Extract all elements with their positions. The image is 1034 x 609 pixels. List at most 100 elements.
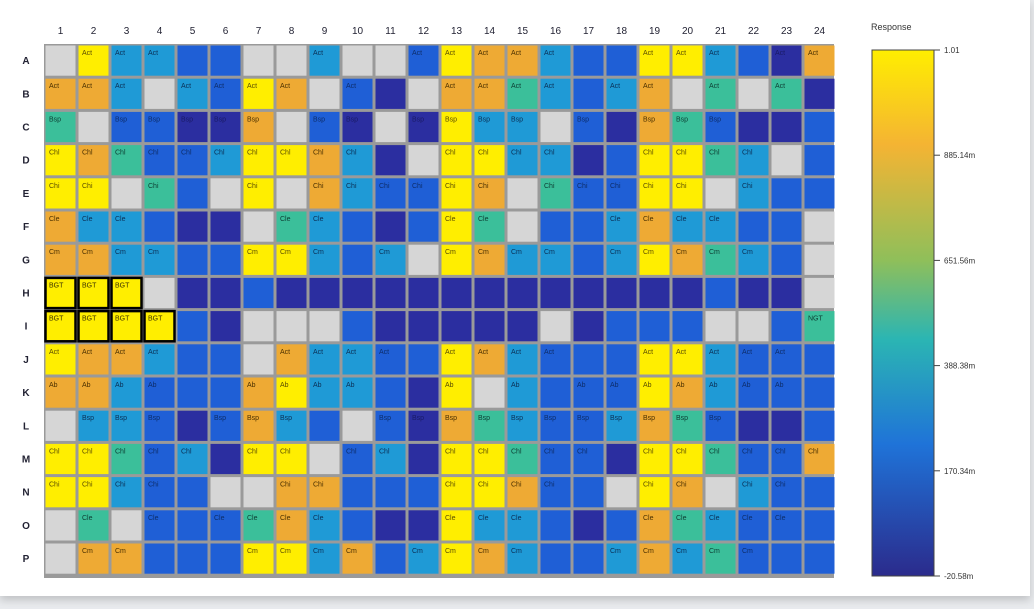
- well-cell: [540, 211, 571, 242]
- well-cell: [507, 211, 538, 242]
- column-label: 1: [58, 26, 64, 37]
- well-cell: [441, 45, 472, 76]
- well-label: Chi: [313, 482, 324, 489]
- well-label: Act: [643, 349, 653, 356]
- well-cell: [408, 510, 439, 541]
- well-cell: [78, 211, 109, 242]
- well-cell: [375, 78, 406, 109]
- row-label: N: [22, 488, 29, 499]
- well-cell: [804, 145, 835, 176]
- well-cell: [78, 510, 109, 541]
- well-cell: [738, 410, 769, 441]
- well-cell: [177, 410, 208, 441]
- well-cell: [771, 410, 802, 441]
- well-cell: [309, 443, 340, 475]
- well-cell: [639, 45, 670, 76]
- well-cell: [408, 311, 439, 342]
- well-cell: [441, 344, 472, 375]
- well-cell: [738, 311, 769, 342]
- well-cell: [672, 377, 703, 408]
- well-cell: [309, 277, 340, 309]
- well-label: Cm: [478, 548, 489, 555]
- well-label: Bsp: [709, 116, 721, 123]
- well-cell: [441, 244, 472, 275]
- well-label: Ab: [346, 382, 355, 389]
- well-label: Cm: [280, 548, 291, 555]
- well-cell: [408, 543, 439, 574]
- well-cell: [672, 410, 703, 441]
- well-cell: [540, 344, 571, 375]
- well-label: Chl: [445, 150, 456, 157]
- well-label: Chl: [181, 448, 192, 455]
- well-cell: [705, 45, 736, 76]
- well-cell: [672, 477, 703, 508]
- well-cell: [540, 543, 571, 574]
- well-label: Act: [709, 50, 719, 57]
- row-label: M: [22, 455, 30, 466]
- well-label: Cm: [709, 249, 720, 256]
- well-cell: [78, 443, 109, 475]
- well-label: Cm: [280, 249, 291, 256]
- well-cell: [639, 543, 670, 574]
- well-cell: [474, 510, 505, 541]
- well-cell: [474, 178, 505, 209]
- well-cell: [507, 410, 538, 441]
- well-label: BGT: [49, 316, 64, 323]
- well-label: Bsp: [115, 116, 127, 123]
- well-label: Bsp: [214, 415, 226, 422]
- well-cell: [672, 45, 703, 76]
- well-cell: [342, 443, 373, 475]
- well-label: Chl: [709, 150, 720, 157]
- well-label: Cle: [280, 216, 291, 223]
- well-cell: [441, 377, 472, 408]
- well-label: Act: [544, 50, 554, 57]
- well-cell: [573, 178, 604, 209]
- well-label: Bsp: [247, 415, 259, 422]
- well-label: Act: [445, 349, 455, 356]
- well-cell: [639, 344, 670, 375]
- well-cell: [276, 377, 307, 408]
- well-label: Cm: [49, 249, 60, 256]
- well-cell: [375, 211, 406, 242]
- well-cell: [111, 178, 142, 209]
- well-label: Bsp: [511, 415, 523, 422]
- row-label: I: [25, 322, 28, 333]
- well-cell: [243, 377, 274, 408]
- well-label: Bsp: [478, 116, 490, 123]
- well-cell: [771, 277, 802, 309]
- well-cell: [408, 211, 439, 242]
- well-label: Chi: [148, 482, 159, 489]
- well-label: Chi: [82, 183, 93, 190]
- well-label: Act: [313, 349, 323, 356]
- well-cell: [804, 510, 835, 541]
- well-cell: [573, 510, 604, 541]
- well-cell: [375, 410, 406, 441]
- well-label: Act: [49, 349, 59, 356]
- well-cell: [45, 211, 76, 242]
- column-label: 18: [616, 26, 628, 37]
- well-cell: [771, 244, 802, 275]
- well-cell: [309, 377, 340, 408]
- column-label: 8: [289, 26, 295, 37]
- colorbar-gradient: [871, 49, 935, 577]
- well-cell: [342, 377, 373, 408]
- well-label: BGT: [82, 282, 97, 289]
- well-cell: [210, 178, 241, 209]
- well-label: Chl: [214, 150, 225, 157]
- well-label: Cle: [445, 216, 456, 223]
- well-cell: [573, 311, 604, 342]
- well-label: Bsp: [49, 116, 61, 123]
- well-cell: [78, 344, 109, 375]
- well-cell: [111, 543, 142, 574]
- row-label: A: [22, 56, 29, 67]
- well-cell: [771, 111, 802, 143]
- well-label: Bsp: [247, 116, 259, 123]
- well-label: Act: [544, 349, 554, 356]
- column-label: 23: [781, 26, 793, 37]
- well-label: Chl: [115, 150, 126, 157]
- well-cell: [639, 78, 670, 109]
- well-cell: [408, 477, 439, 508]
- well-cell: [804, 410, 835, 441]
- well-cell: [672, 178, 703, 209]
- well-cell: [111, 45, 142, 76]
